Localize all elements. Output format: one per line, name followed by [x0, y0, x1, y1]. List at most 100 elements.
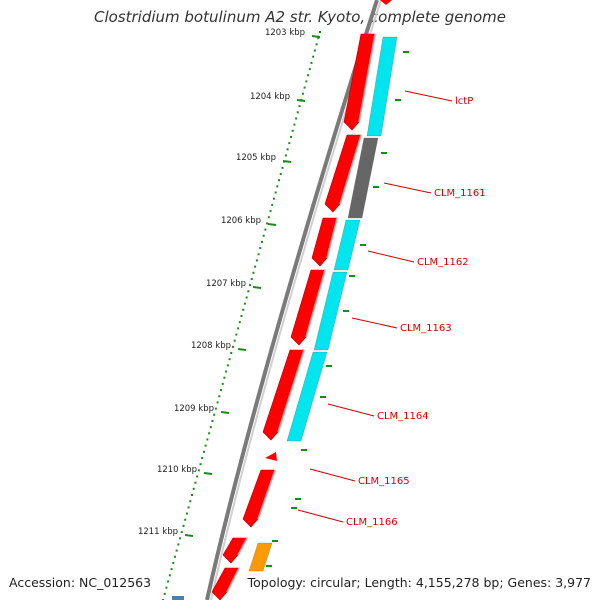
- ruler-dot: [240, 315, 243, 317]
- ruler-dot: [260, 240, 263, 243]
- ruler-tick: [311, 35, 321, 38]
- ruler-dot: [259, 247, 262, 250]
- ruler-dot: [237, 327, 240, 330]
- ruler-dot: [175, 549, 178, 552]
- gene-arrow: [222, 537, 248, 564]
- ruler-dot: [257, 253, 260, 256]
- cds-bar: [347, 137, 379, 219]
- ruler-label: 1208 kbp: [191, 341, 231, 351]
- ruler-dot: [296, 111, 299, 114]
- cds-bar: [313, 271, 348, 351]
- ruler-dot: [220, 389, 223, 392]
- ruler-dot: [230, 352, 233, 355]
- ruler-dots: [162, 31, 321, 600]
- ruler-dot: [250, 277, 253, 280]
- ruler-dot: [185, 512, 188, 515]
- ruler-label: 1210 kbp: [157, 465, 197, 475]
- ruler-dot: [199, 463, 202, 466]
- ruler-dot: [165, 586, 168, 589]
- ruler-dot: [243, 302, 246, 305]
- leader-line: [309, 468, 356, 482]
- ruler-dot: [284, 154, 287, 157]
- ruler-tick: [237, 348, 247, 351]
- ruler-label: 1205 kbp: [236, 153, 276, 163]
- leader-line: [404, 90, 453, 102]
- ruler-dot: [221, 382, 224, 385]
- cds-bar: [366, 36, 398, 137]
- gene-arrow-highlight: [257, 469, 276, 520]
- ruler-dot: [201, 457, 204, 459]
- ruler-dot: [286, 148, 289, 151]
- ruler-dot: [235, 333, 238, 336]
- cds-bar: [248, 542, 273, 572]
- ruler-dot: [177, 543, 180, 546]
- ruler-dot: [238, 321, 241, 324]
- ruler-dot: [170, 568, 173, 571]
- ruler-dot: [315, 43, 318, 46]
- rna-marker: [265, 452, 277, 461]
- gene-arrow: [262, 349, 305, 441]
- ruler-dot: [276, 185, 279, 188]
- ruler-dot: [271, 203, 274, 206]
- cds-bar: [333, 219, 361, 271]
- gene-label: CLM_1162: [417, 257, 469, 268]
- ruler-dot: [308, 68, 311, 71]
- ruler-dot: [301, 92, 304, 95]
- ruler-dot: [278, 179, 281, 182]
- ruler-dot: [288, 142, 291, 145]
- ruler-dot: [163, 592, 166, 595]
- gene-label: CLM_1165: [358, 476, 410, 487]
- gene-arrow-highlight: [305, 269, 326, 338]
- ruler-tick: [296, 99, 306, 102]
- ruler-dot: [233, 339, 236, 342]
- ruler-dot: [192, 487, 195, 490]
- ruler-tick: [282, 160, 292, 163]
- ruler-tick: [220, 411, 230, 414]
- gene-label: lctP: [455, 96, 473, 107]
- ruler-dot: [289, 135, 292, 138]
- ruler-dot: [168, 574, 171, 577]
- ruler-labels: 1203 kbp 1204 kbp 1205 kbp 1206 kbp 1207 kbp…: [138, 28, 305, 537]
- ruler-dot: [179, 537, 182, 540]
- ruler-label: 1204 kbp: [250, 92, 290, 102]
- ruler-dot: [206, 438, 209, 441]
- ruler-tick: [252, 286, 262, 289]
- gene-arrow: [242, 469, 276, 528]
- leader-line: [327, 403, 375, 417]
- genome-summary-text: Topology: circular; Length: 4,155,278 bp…: [247, 575, 591, 590]
- ruler-dot: [255, 259, 258, 262]
- ruler-dot: [269, 210, 272, 213]
- ruler-dot: [197, 469, 200, 472]
- gene-label: CLM_1164: [377, 411, 429, 422]
- ruler-dot: [262, 234, 265, 237]
- gene-arrow-highlight: [326, 217, 338, 259]
- ruler-label: 1211 kbp: [138, 527, 178, 537]
- ruler-dot: [173, 555, 176, 558]
- gene-arrow: [311, 217, 338, 267]
- ruler-dot: [214, 407, 217, 410]
- ruler-dot: [223, 376, 226, 379]
- ruler-dot: [172, 561, 175, 564]
- ruler-tick: [267, 223, 277, 226]
- ruler-dot: [298, 105, 301, 108]
- accession-text: Accession: NC_012563: [9, 575, 152, 590]
- map-title: Clostridium botulinum A2 str. Kyoto, com…: [93, 8, 507, 26]
- gene-label: CLM_1163: [400, 323, 452, 334]
- ruler-dot: [264, 228, 267, 231]
- ruler-tick: [203, 472, 213, 475]
- gene-arrow: [290, 269, 326, 346]
- ruler-dot: [187, 506, 190, 509]
- leader-line: [383, 182, 432, 194]
- ruler-dot: [305, 80, 308, 83]
- ruler-dot: [228, 358, 231, 361]
- gene-arrow-highlight: [226, 567, 240, 593]
- ruler-dot: [291, 129, 294, 132]
- gene-arrow-highlight: [358, 33, 376, 123]
- gene-arrow: [211, 567, 240, 600]
- gene-arrow-highlight: [339, 134, 362, 205]
- ruler-dot: [231, 345, 234, 348]
- ruler-dot: [225, 370, 228, 373]
- gene-labels: lctP CLM_1161 CLM_1162 CLM_1163 CLM_1164 CLM_…: [346, 96, 486, 528]
- ruler-dot: [226, 364, 229, 367]
- ruler-dot: [249, 284, 252, 287]
